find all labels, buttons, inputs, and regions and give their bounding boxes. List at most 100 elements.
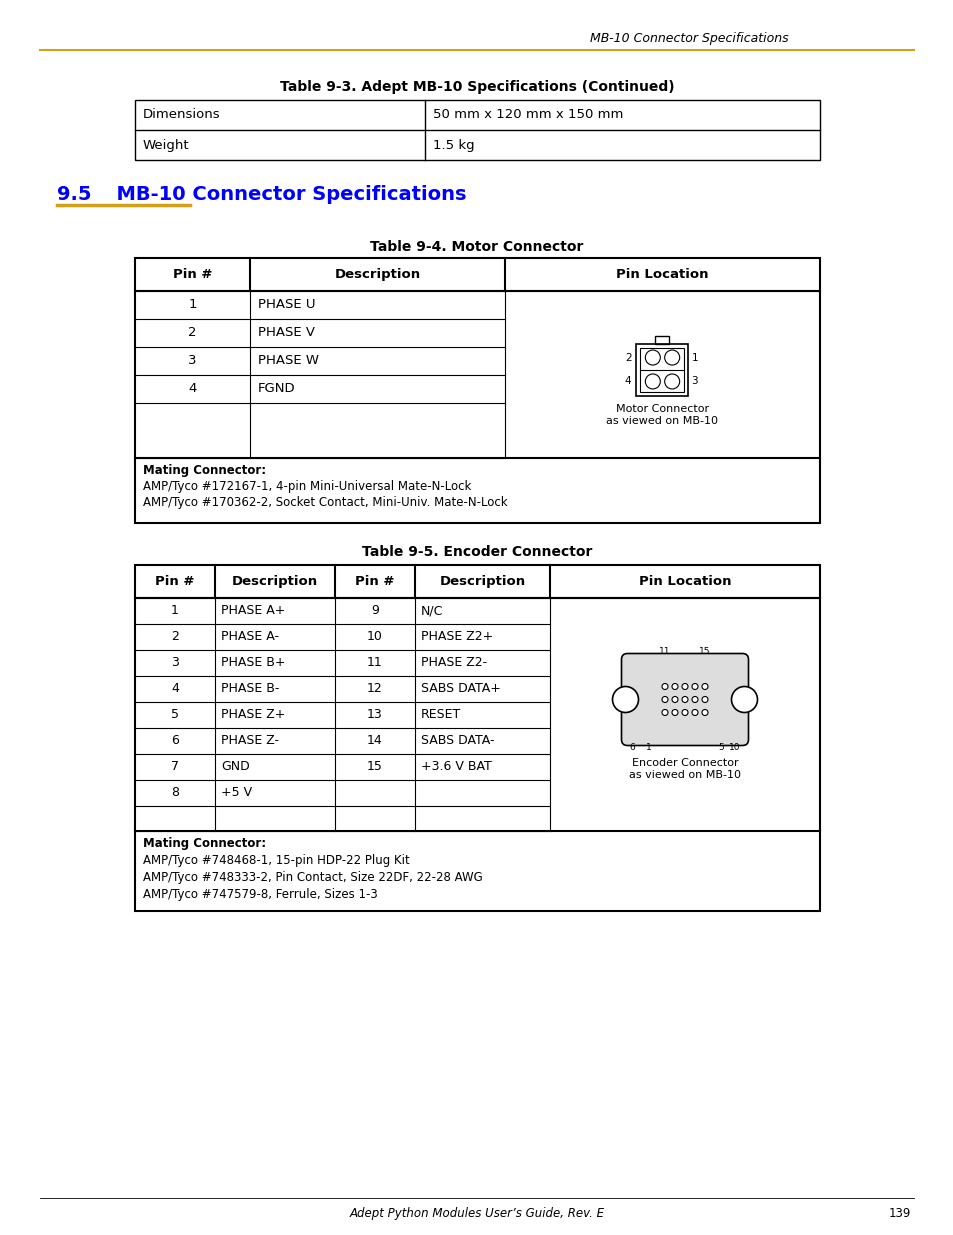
Text: Mating Connector:: Mating Connector: [143, 837, 266, 850]
Text: 1.5 kg: 1.5 kg [433, 138, 475, 152]
Text: Weight: Weight [143, 138, 190, 152]
Text: 14: 14 [367, 735, 382, 747]
Text: 15: 15 [699, 647, 710, 657]
Circle shape [671, 683, 678, 689]
Text: 11: 11 [367, 657, 382, 669]
Text: +3.6 V BAT: +3.6 V BAT [420, 761, 491, 773]
Text: PHASE Z2-: PHASE Z2- [420, 657, 487, 669]
Text: PHASE A+: PHASE A+ [221, 604, 285, 618]
FancyBboxPatch shape [620, 653, 748, 746]
Bar [135, 291, 820, 522]
Circle shape [661, 697, 667, 703]
Circle shape [681, 683, 687, 689]
Circle shape [691, 697, 698, 703]
Text: N/C: N/C [420, 604, 443, 618]
Bar [655, 336, 669, 343]
Circle shape [671, 697, 678, 703]
Circle shape [681, 697, 687, 703]
Text: 1: 1 [645, 743, 651, 752]
Bar [135, 564, 820, 598]
Bar [135, 100, 820, 161]
Text: Dimensions: Dimensions [143, 109, 220, 121]
Circle shape [664, 350, 679, 366]
Text: PHASE U: PHASE U [257, 299, 315, 311]
Bar [135, 598, 820, 911]
Text: 10: 10 [728, 743, 740, 752]
Text: AMP/Tyco #170362-2, Socket Contact, Mini-Univ. Mate-N-Lock: AMP/Tyco #170362-2, Socket Contact, Mini… [143, 496, 507, 509]
Text: Pin #: Pin # [155, 576, 194, 588]
Circle shape [661, 709, 667, 715]
Circle shape [671, 709, 678, 715]
Text: 4: 4 [171, 683, 179, 695]
Text: 7: 7 [171, 761, 179, 773]
Text: Pin #: Pin # [172, 268, 212, 282]
Text: GND: GND [221, 761, 250, 773]
Circle shape [691, 683, 698, 689]
Text: SABS DATA-: SABS DATA- [420, 735, 494, 747]
Text: 1: 1 [171, 604, 179, 618]
Text: Description: Description [232, 576, 317, 588]
Circle shape [701, 709, 707, 715]
Bar [636, 343, 688, 395]
Text: Description: Description [439, 576, 525, 588]
Text: Table 9-4. Motor Connector: Table 9-4. Motor Connector [370, 240, 583, 254]
Text: 1: 1 [188, 299, 196, 311]
Circle shape [661, 683, 667, 689]
Text: 9.5: 9.5 [57, 185, 91, 204]
Text: 9: 9 [371, 604, 378, 618]
Bar [639, 347, 684, 391]
Text: Mating Connector:: Mating Connector: [143, 464, 266, 477]
Circle shape [644, 374, 659, 389]
Bar [135, 258, 820, 291]
Text: Motor Connector: Motor Connector [616, 404, 708, 414]
Text: 12: 12 [367, 683, 382, 695]
Text: 11: 11 [659, 647, 670, 657]
Text: 10: 10 [367, 631, 382, 643]
Text: 3: 3 [691, 377, 698, 387]
Text: as viewed on MB-10: as viewed on MB-10 [606, 415, 718, 426]
Text: 5: 5 [171, 709, 179, 721]
Text: AMP/Tyco #748468-1, 15-pin HDP-22 Plug Kit: AMP/Tyco #748468-1, 15-pin HDP-22 Plug K… [143, 853, 410, 867]
Circle shape [701, 697, 707, 703]
Text: 3: 3 [171, 657, 179, 669]
Text: 3: 3 [188, 354, 196, 368]
Text: AMP/Tyco #172167-1, 4-pin Mini-Universal Mate-N-Lock: AMP/Tyco #172167-1, 4-pin Mini-Universal… [143, 480, 471, 493]
Text: Pin Location: Pin Location [616, 268, 708, 282]
Circle shape [612, 687, 638, 713]
Text: AMP/Tyco #747579-8, Ferrule, Sizes 1-3: AMP/Tyco #747579-8, Ferrule, Sizes 1-3 [143, 888, 377, 902]
Text: PHASE W: PHASE W [257, 354, 318, 368]
Text: 2: 2 [624, 352, 631, 363]
Text: Adept Python Modules User’s Guide, Rev. E: Adept Python Modules User’s Guide, Rev. … [349, 1207, 604, 1220]
Text: Pin Location: Pin Location [639, 576, 731, 588]
Text: 2: 2 [171, 631, 179, 643]
Text: 1: 1 [691, 352, 698, 363]
Circle shape [664, 374, 679, 389]
Circle shape [731, 687, 757, 713]
Text: Description: Description [335, 268, 420, 282]
Text: 2: 2 [188, 326, 196, 340]
Text: PHASE Z-: PHASE Z- [221, 735, 278, 747]
Text: 50 mm x 120 mm x 150 mm: 50 mm x 120 mm x 150 mm [433, 109, 622, 121]
Text: 8: 8 [171, 787, 179, 799]
Text: MB-10 Connector Specifications: MB-10 Connector Specifications [589, 32, 788, 44]
Text: PHASE B+: PHASE B+ [221, 657, 285, 669]
Text: PHASE V: PHASE V [257, 326, 314, 340]
Circle shape [701, 683, 707, 689]
Text: 139: 139 [888, 1207, 910, 1220]
Text: PHASE B-: PHASE B- [221, 683, 279, 695]
Text: 13: 13 [367, 709, 382, 721]
Circle shape [644, 350, 659, 366]
Text: 5: 5 [718, 743, 723, 752]
Circle shape [691, 709, 698, 715]
Text: +5 V: +5 V [221, 787, 252, 799]
Text: AMP/Tyco #748333-2, Pin Contact, Size 22DF, 22-28 AWG: AMP/Tyco #748333-2, Pin Contact, Size 22… [143, 871, 482, 884]
Text: Table 9-3. Adept MB-10 Specifications (Continued): Table 9-3. Adept MB-10 Specifications (C… [279, 80, 674, 94]
Text: 6: 6 [629, 743, 635, 752]
Text: Table 9-5. Encoder Connector: Table 9-5. Encoder Connector [361, 545, 592, 559]
Text: as viewed on MB-10: as viewed on MB-10 [628, 769, 740, 779]
Circle shape [681, 709, 687, 715]
Text: 6: 6 [171, 735, 179, 747]
Text: 15: 15 [367, 761, 382, 773]
Text: RESET: RESET [420, 709, 460, 721]
Text: SABS DATA+: SABS DATA+ [420, 683, 500, 695]
